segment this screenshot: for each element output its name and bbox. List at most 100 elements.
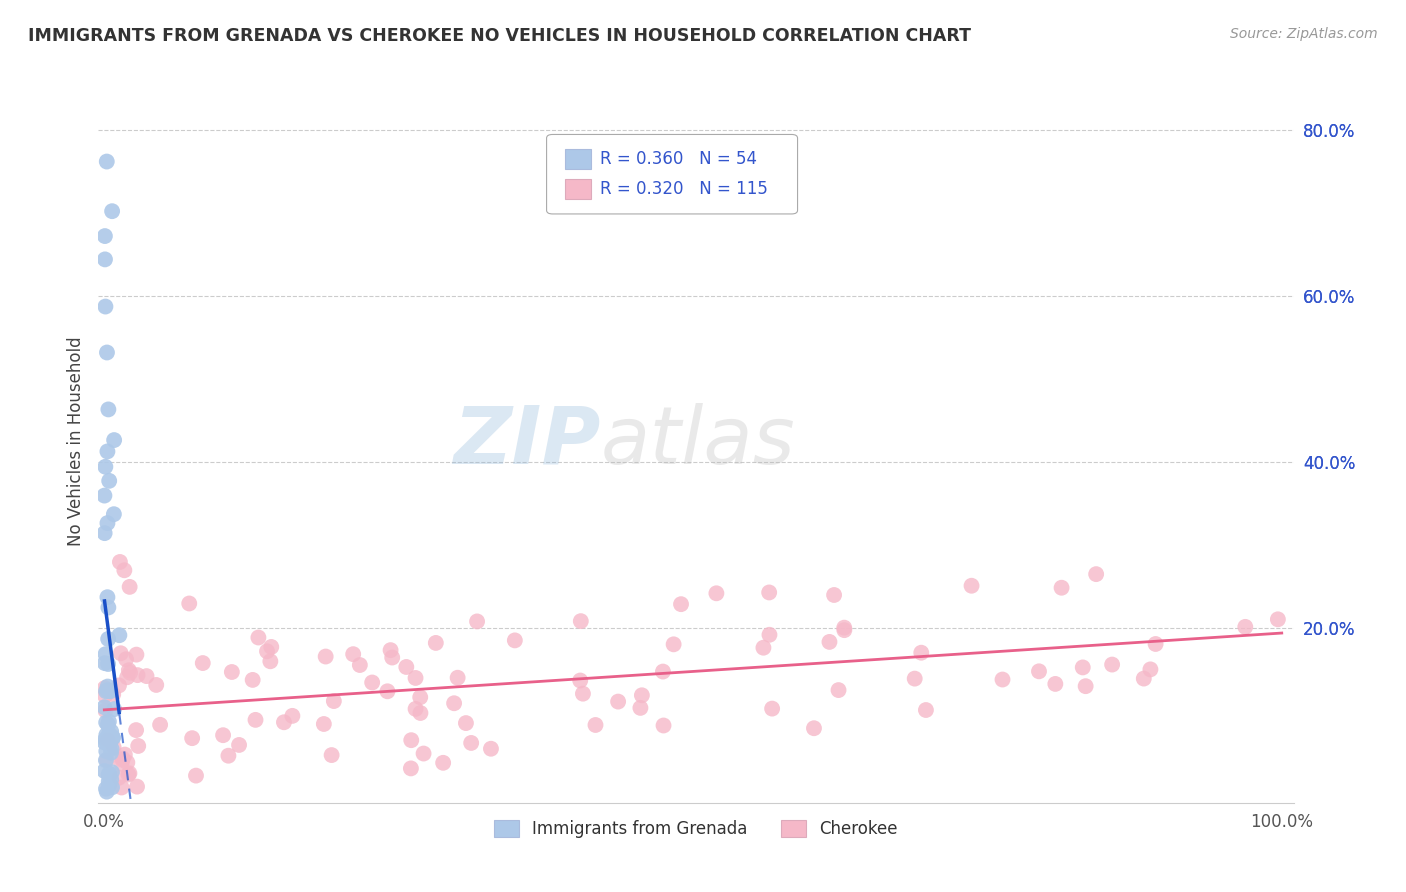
Point — [1139, 662, 1161, 676]
Point — [823, 588, 845, 602]
Point — [98, 766, 121, 780]
Point — [94, 656, 117, 670]
Legend: Immigrants from Grenada, Cherokee: Immigrants from Grenada, Cherokee — [488, 814, 904, 845]
Point — [662, 637, 685, 651]
Point — [101, 204, 124, 219]
Point — [179, 597, 201, 611]
Point — [628, 701, 651, 715]
Point — [96, 753, 118, 767]
Point — [572, 687, 595, 701]
Point — [94, 252, 117, 267]
Point — [221, 665, 243, 679]
Text: IMMIGRANTS FROM GRENADA VS CHEROKEE NO VEHICLES IN HOUSEHOLD CORRELATION CHART: IMMIGRANTS FROM GRENADA VS CHEROKEE NO V… — [28, 27, 972, 45]
FancyBboxPatch shape — [565, 179, 591, 200]
Point — [228, 738, 250, 752]
Point — [181, 731, 204, 746]
Point — [103, 740, 125, 755]
Point — [273, 715, 295, 730]
Point — [569, 614, 592, 628]
Point — [94, 732, 117, 747]
Point — [607, 695, 630, 709]
Point — [401, 733, 423, 747]
Point — [380, 643, 402, 657]
FancyBboxPatch shape — [565, 149, 591, 169]
Point — [125, 648, 148, 662]
Point — [96, 744, 118, 758]
Point — [758, 585, 780, 599]
Point — [117, 756, 139, 770]
Point — [93, 700, 115, 714]
Point — [97, 600, 120, 615]
Point — [827, 683, 849, 698]
Point — [1133, 672, 1156, 686]
Point — [245, 713, 267, 727]
Point — [120, 665, 142, 680]
Point — [97, 733, 120, 747]
Point — [915, 703, 938, 717]
Point — [1071, 660, 1094, 674]
Point — [98, 727, 121, 741]
Point — [98, 736, 121, 750]
Point — [93, 764, 115, 778]
Point — [100, 746, 122, 760]
Point — [94, 753, 117, 767]
Point — [706, 586, 728, 600]
Point — [94, 300, 117, 314]
Point — [443, 696, 465, 710]
Point — [256, 644, 278, 658]
Point — [108, 771, 131, 785]
Point — [1074, 679, 1097, 693]
Point — [315, 649, 337, 664]
Point — [432, 756, 454, 770]
Point — [94, 229, 117, 244]
Point — [110, 646, 132, 660]
Point — [103, 702, 125, 716]
Point — [96, 591, 118, 605]
Point — [260, 640, 283, 654]
Point — [96, 516, 118, 530]
Point — [184, 769, 207, 783]
Point — [96, 154, 118, 169]
Point — [101, 765, 124, 780]
Point — [97, 657, 120, 671]
Point — [108, 555, 131, 569]
Point — [412, 747, 434, 761]
Point — [115, 670, 138, 684]
Point — [761, 701, 783, 715]
Point — [103, 687, 125, 701]
Point — [454, 716, 477, 731]
Point — [118, 766, 141, 780]
Point — [101, 731, 124, 745]
Text: R = 0.360   N = 54: R = 0.360 N = 54 — [600, 150, 758, 168]
Point — [111, 751, 134, 765]
Point — [100, 741, 122, 756]
Point — [1085, 567, 1108, 582]
Point — [259, 654, 281, 668]
Point — [349, 658, 371, 673]
Point — [1267, 612, 1289, 626]
Point — [98, 778, 121, 792]
Text: R = 0.320   N = 115: R = 0.320 N = 115 — [600, 180, 768, 198]
Point — [425, 636, 447, 650]
Point — [322, 694, 344, 708]
Point — [97, 718, 120, 732]
Y-axis label: No Vehicles in Household: No Vehicles in Household — [66, 336, 84, 547]
Point — [1045, 677, 1067, 691]
Point — [98, 474, 121, 488]
Point — [1050, 581, 1073, 595]
Point — [127, 668, 149, 682]
Point — [94, 684, 117, 698]
Point — [217, 748, 239, 763]
Point — [585, 718, 607, 732]
Point — [631, 688, 654, 702]
Point — [1234, 620, 1257, 634]
Point — [281, 709, 304, 723]
Point — [94, 459, 117, 474]
Point — [752, 640, 775, 655]
Point — [94, 681, 117, 695]
Point — [110, 780, 132, 795]
Point — [818, 635, 841, 649]
Point — [377, 684, 399, 698]
Point — [145, 678, 167, 692]
Point — [125, 780, 148, 794]
